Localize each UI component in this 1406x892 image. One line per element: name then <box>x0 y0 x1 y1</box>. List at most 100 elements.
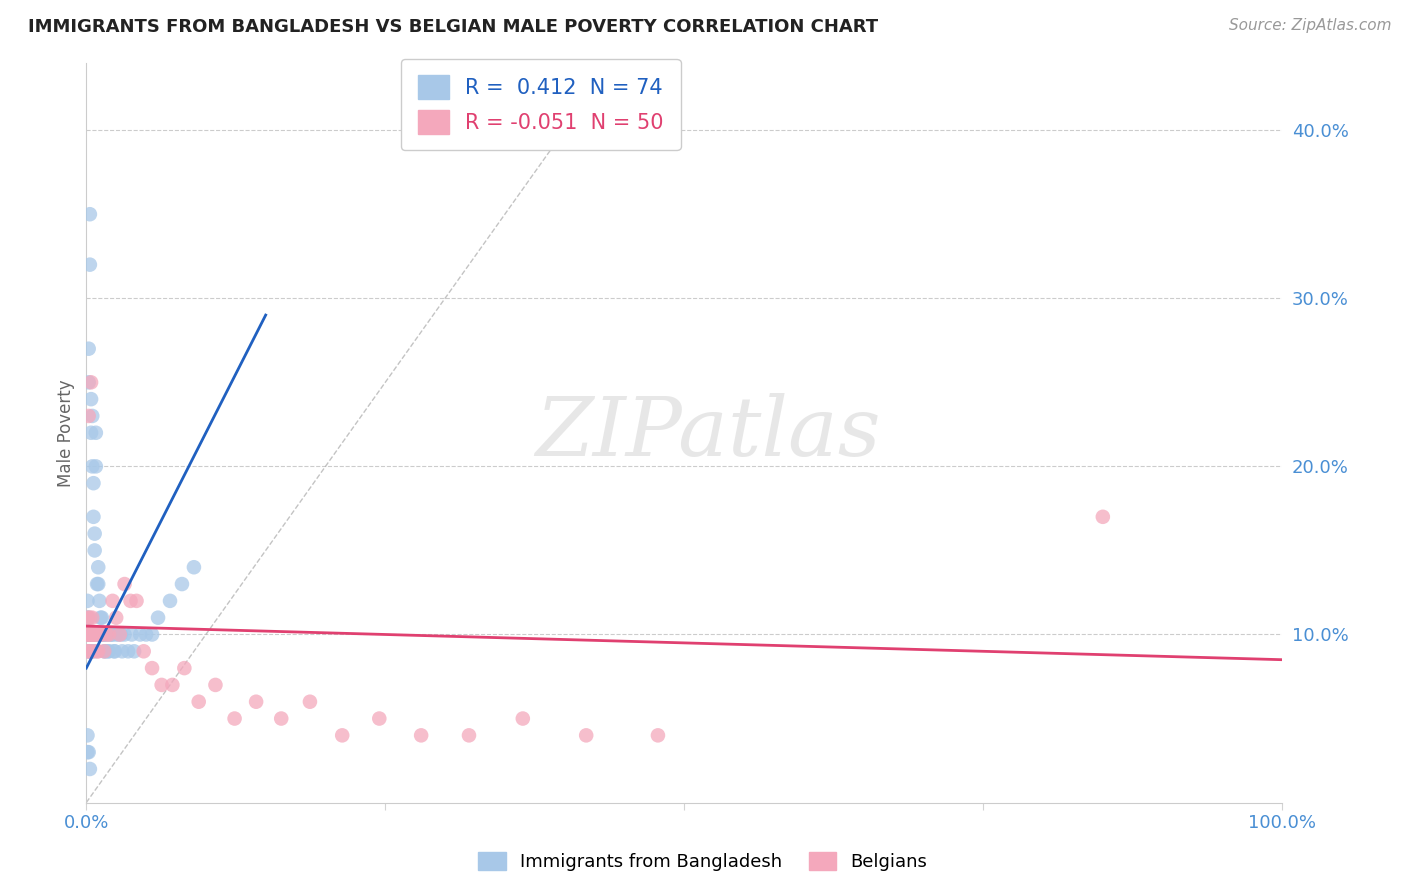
Point <box>110 627 132 641</box>
Point <box>77 644 100 658</box>
Point <box>120 594 142 608</box>
Point <box>76 627 98 641</box>
Point <box>86 644 108 658</box>
Point <box>77 745 100 759</box>
Point <box>79 627 101 641</box>
Point <box>647 728 669 742</box>
Point <box>79 644 101 658</box>
Point <box>80 376 103 390</box>
Point <box>87 560 110 574</box>
Point <box>82 476 104 491</box>
Y-axis label: Male Poverty: Male Poverty <box>58 379 75 486</box>
Point <box>79 610 101 624</box>
Point <box>98 644 121 658</box>
Point <box>105 627 128 641</box>
Point <box>159 594 181 608</box>
Text: ZIPatlas: ZIPatlas <box>536 392 882 473</box>
Point <box>86 577 108 591</box>
Point <box>91 627 114 641</box>
Point <box>82 409 104 423</box>
Point <box>80 627 103 641</box>
Point <box>141 661 163 675</box>
Point <box>135 627 157 641</box>
Point <box>107 627 129 641</box>
Point <box>80 644 103 658</box>
Point <box>170 577 193 591</box>
Point <box>82 627 104 641</box>
Point <box>121 627 143 641</box>
Point <box>117 644 139 658</box>
Point <box>100 627 122 641</box>
Point <box>84 627 107 641</box>
Point <box>89 594 111 608</box>
Point <box>77 627 100 641</box>
Point <box>82 644 104 658</box>
Point <box>94 627 117 641</box>
Point <box>82 627 104 641</box>
Point <box>82 610 104 624</box>
Point <box>77 409 100 423</box>
Legend: Immigrants from Bangladesh, Belgians: Immigrants from Bangladesh, Belgians <box>471 845 935 879</box>
Point <box>82 627 104 641</box>
Point <box>83 627 105 641</box>
Point <box>90 610 112 624</box>
Point <box>125 594 148 608</box>
Point <box>76 627 98 641</box>
Point <box>86 627 108 641</box>
Point <box>150 678 173 692</box>
Point <box>79 762 101 776</box>
Point <box>97 644 120 658</box>
Point <box>83 644 105 658</box>
Point <box>132 644 155 658</box>
Point <box>84 459 107 474</box>
Point <box>101 594 124 608</box>
Point <box>108 627 131 641</box>
Point <box>82 644 104 658</box>
Point <box>103 644 125 658</box>
Point <box>146 610 169 624</box>
Point <box>79 627 101 641</box>
Point <box>87 627 110 641</box>
Point <box>1091 509 1114 524</box>
Point <box>80 425 103 440</box>
Point <box>141 627 163 641</box>
Point <box>162 678 184 692</box>
Point <box>90 627 112 641</box>
Point <box>76 594 98 608</box>
Point <box>368 712 391 726</box>
Point <box>87 644 110 658</box>
Point <box>104 644 127 658</box>
Text: Source: ZipAtlas.com: Source: ZipAtlas.com <box>1229 18 1392 33</box>
Point <box>98 627 121 641</box>
Point <box>82 627 104 641</box>
Point <box>183 560 205 574</box>
Point <box>76 610 98 624</box>
Point <box>114 627 136 641</box>
Point <box>84 425 107 440</box>
Point <box>411 728 433 742</box>
Point <box>129 627 152 641</box>
Point <box>105 610 128 624</box>
Point <box>298 695 321 709</box>
Point <box>512 712 534 726</box>
Point <box>79 258 101 272</box>
Point <box>114 577 136 591</box>
Point <box>76 627 98 641</box>
Point <box>224 712 246 726</box>
Point <box>173 661 195 675</box>
Point <box>80 392 103 406</box>
Point <box>76 644 98 658</box>
Point <box>93 644 115 658</box>
Point <box>94 644 117 658</box>
Point <box>82 509 104 524</box>
Point <box>83 543 105 558</box>
Point <box>245 695 267 709</box>
Point <box>122 644 145 658</box>
Point <box>330 728 353 742</box>
Point <box>96 627 118 641</box>
Point <box>204 678 226 692</box>
Point <box>96 627 118 641</box>
Point <box>83 526 105 541</box>
Point <box>80 627 103 641</box>
Point <box>77 627 100 641</box>
